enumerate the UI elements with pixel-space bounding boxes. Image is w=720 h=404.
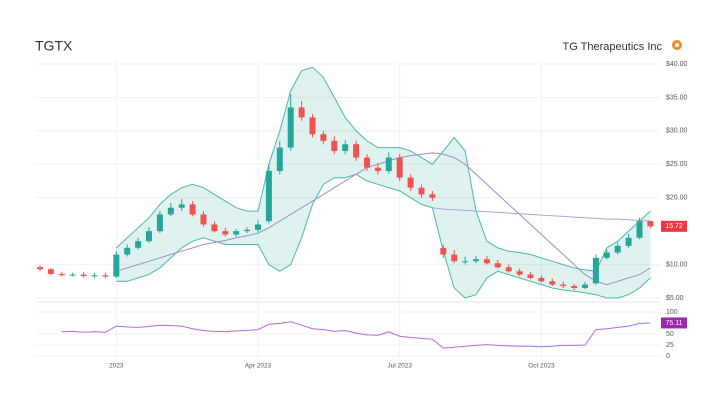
candle-body [625, 237, 632, 246]
last-value-tag [661, 317, 687, 329]
candle-body [429, 194, 436, 198]
candle-body [211, 224, 218, 232]
candle-body [571, 285, 578, 288]
candle-body [516, 271, 523, 275]
y-tick-label: $35.00 [666, 94, 688, 101]
candle-body [385, 157, 392, 171]
x-tick-label: 2023 [109, 363, 124, 370]
candle-body [287, 107, 294, 148]
candle-body [135, 241, 142, 248]
candle-body [58, 273, 65, 276]
chart-title: TGTX [35, 38, 73, 54]
candle-body [418, 187, 425, 195]
candle-body [124, 247, 131, 255]
candle-body [244, 229, 251, 232]
candle-body [505, 267, 512, 272]
candle-body [614, 245, 621, 253]
y-tick-label: $40.00 [666, 61, 688, 68]
candle-body [603, 252, 610, 258]
candle-body [91, 275, 98, 277]
candle-body [80, 274, 87, 276]
candle-body [69, 274, 76, 276]
y-tick-label: $25.00 [666, 161, 688, 168]
candle-body [494, 263, 501, 268]
candle-body [102, 275, 109, 277]
y-tick-label: 50 [666, 331, 674, 338]
candle-body [560, 284, 567, 286]
candle-body [189, 204, 196, 215]
y-tick-label: $20.00 [666, 195, 688, 202]
candle-body [407, 177, 414, 188]
x-tick-label: Jul 2023 [387, 363, 412, 370]
candle-body [636, 221, 643, 238]
candle-body [582, 284, 588, 288]
candle-body [483, 259, 490, 264]
y-tick-label: 0 [666, 353, 670, 360]
moving-average [432, 207, 651, 222]
candle-body [167, 207, 174, 215]
moving-average [116, 152, 651, 286]
last-price-tag [661, 220, 687, 232]
y-tick-label: 25 [666, 342, 674, 349]
candle-body [298, 107, 305, 118]
x-tick-label: Apr 2023 [245, 363, 272, 370]
candle-body [265, 170, 272, 222]
last-value-label: 75.11 [666, 320, 683, 327]
candle-body [47, 269, 54, 274]
candle-body [440, 247, 447, 255]
candle-body [353, 144, 360, 158]
candle-body [592, 257, 599, 284]
y-tick-label: $5.00 [666, 295, 684, 302]
x-tick-label: Oct 2023 [528, 363, 555, 370]
last-price-label: 15.72 [665, 223, 683, 230]
y-tick-label: $30.00 [666, 128, 688, 135]
candle-body [527, 274, 534, 278]
candle-body [396, 157, 403, 178]
band-fill [116, 67, 651, 298]
candle-body [200, 214, 207, 225]
candle-body [374, 167, 381, 171]
band-upper [115, 66, 651, 272]
candle-body [113, 254, 120, 277]
logo-dot [675, 43, 679, 47]
candle-body [549, 281, 556, 285]
candle-body [342, 144, 349, 151]
candle-body [473, 259, 479, 262]
candle-body [331, 140, 338, 151]
candle-body [451, 254, 458, 262]
candle-body [647, 221, 654, 227]
candle-body [276, 147, 283, 171]
candle-body [320, 134, 327, 141]
candle-body [37, 267, 43, 270]
candle-body [309, 117, 316, 135]
rsi-line [61, 321, 651, 349]
y-tick-label: $10.00 [666, 261, 688, 268]
candle-body [178, 204, 185, 208]
candle-body [233, 231, 240, 235]
candle-body [462, 261, 469, 263]
band-lower [116, 173, 651, 299]
chart-subtitle: TG Therapeutics Inc [563, 41, 663, 53]
candle-body [222, 231, 229, 235]
candle-body [156, 214, 163, 232]
candle-body [364, 157, 370, 168]
candle-body [538, 277, 545, 282]
y-tick-label: 100 [666, 309, 678, 316]
candle-body [146, 231, 152, 242]
candle-body [255, 224, 261, 230]
